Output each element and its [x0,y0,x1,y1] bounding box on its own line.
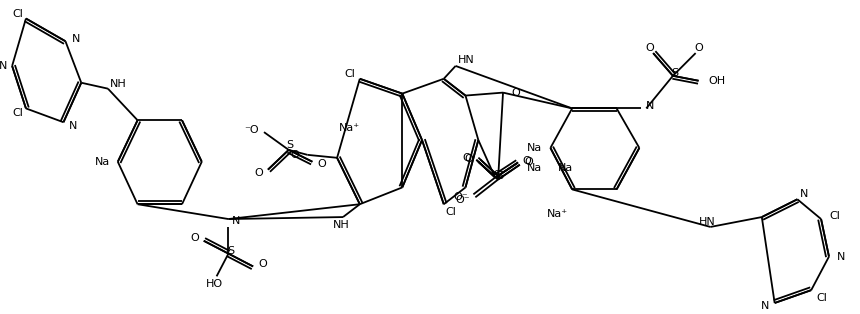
Text: Cl: Cl [12,108,23,118]
Text: N: N [646,101,654,111]
Text: O: O [258,259,267,269]
Text: Na: Na [95,157,110,167]
Text: Na: Na [558,163,574,173]
Text: Cl: Cl [829,211,840,221]
Text: NH: NH [333,220,349,230]
Text: N: N [69,121,77,131]
Text: Na⁺: Na⁺ [547,209,568,219]
Text: O: O [291,150,299,160]
Text: N: N [801,189,808,199]
Text: HN: HN [458,55,475,65]
Text: Cl: Cl [816,293,827,303]
Text: Cl: Cl [344,69,355,79]
Text: O: O [511,88,519,98]
Text: S: S [496,171,504,181]
Text: O: O [694,43,703,53]
Text: Cl: Cl [445,207,457,217]
Text: N: N [837,252,845,262]
Text: O: O [646,43,654,53]
Text: O: O [190,233,199,243]
Text: Na⁺: Na⁺ [340,123,360,133]
Text: S: S [672,68,679,78]
Text: Cl: Cl [12,8,23,19]
Text: S: S [286,140,293,150]
Text: O⁻: O⁻ [454,192,469,202]
Text: ⁻O: ⁻O [244,125,259,135]
Text: O: O [317,159,326,169]
Text: N: N [0,61,7,71]
Text: O: O [463,153,471,163]
Text: O: O [523,156,531,166]
Text: NH: NH [110,79,126,89]
Text: N: N [231,216,240,226]
Text: OH: OH [709,76,726,86]
Text: O: O [525,157,533,167]
Text: Na: Na [527,163,543,173]
Text: O: O [255,168,263,178]
Text: S: S [227,246,234,256]
Text: N: N [72,34,81,44]
Text: S: S [494,170,501,180]
Text: O: O [464,154,473,164]
Text: N: N [761,301,770,311]
Text: Na: Na [527,143,543,153]
Text: HO: HO [206,279,223,289]
Text: O⁻: O⁻ [456,195,470,205]
Text: HN: HN [699,217,716,227]
